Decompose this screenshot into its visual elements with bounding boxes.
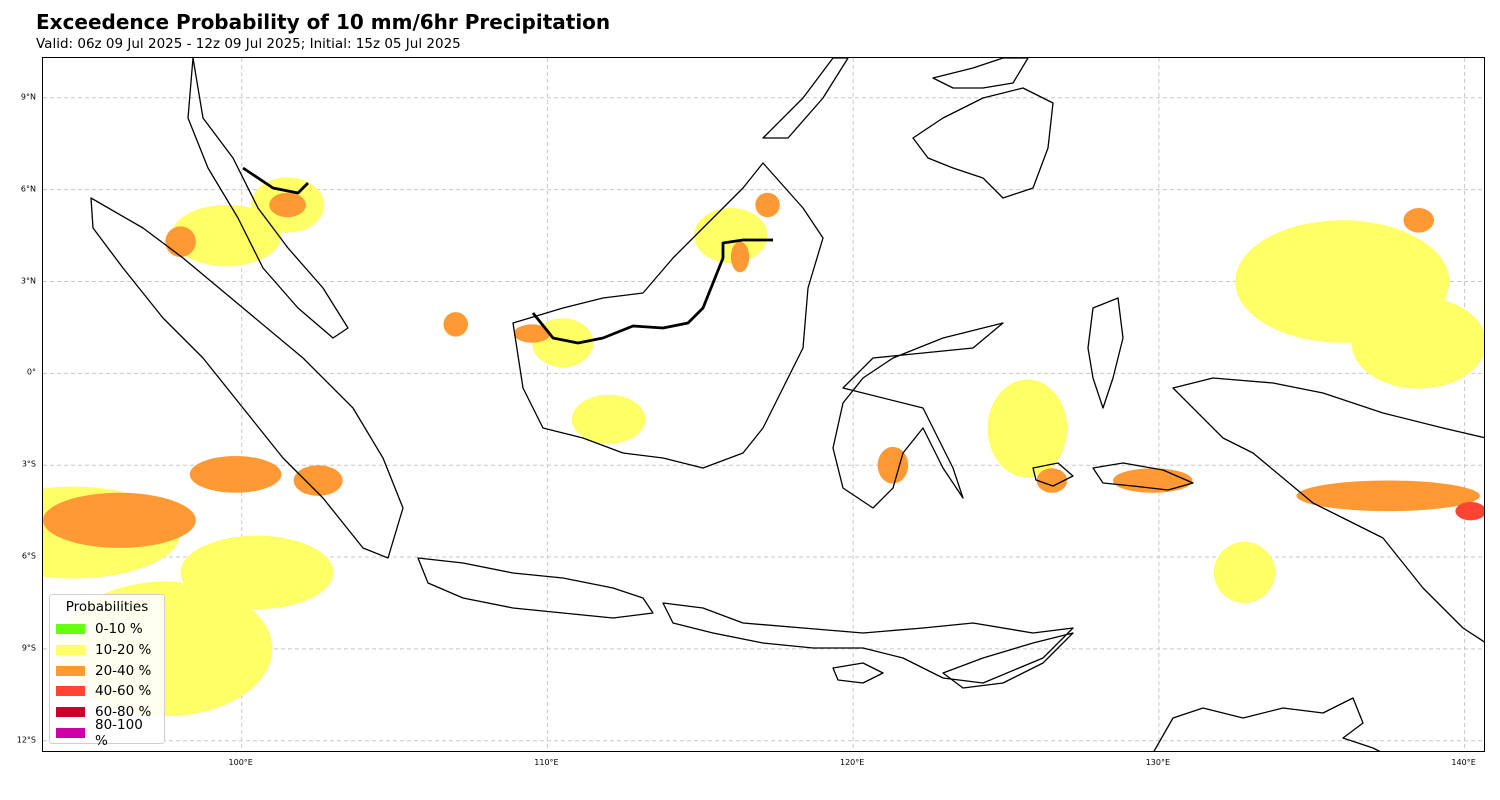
coastline-sumba (832, 662, 884, 684)
coastline-borneo (512, 162, 824, 469)
probability-area (1213, 541, 1276, 603)
border-borneo-malaysia-indonesia (531, 238, 773, 345)
coastline-java (417, 557, 654, 619)
coastline-halmahera (1087, 297, 1124, 409)
legend-swatch (56, 665, 85, 676)
probability-area (189, 456, 282, 493)
lat-tick-label: 0° (26, 367, 36, 377)
coastline-new-guinea (1172, 377, 1484, 643)
coastline-palawan (762, 58, 849, 139)
probability-area (694, 208, 768, 264)
probability-area (987, 379, 1068, 478)
border-thailand-malaysia (242, 166, 309, 195)
legend-swatch (56, 707, 85, 718)
legend-label: 60-80 % (95, 704, 152, 721)
lon-tick-label: 130°E (1145, 758, 1171, 767)
legend-item: 0-10 % (56, 619, 158, 640)
legend-label: 10-20 % (95, 642, 152, 659)
probability-area (1351, 296, 1484, 389)
precipitation-map (43, 58, 1484, 751)
lat-tick-label: 12°S (16, 735, 36, 745)
lat-tick-label: 6°N (20, 184, 36, 194)
coastline-buru (1032, 462, 1074, 487)
probability-area (571, 394, 646, 444)
legend-title: Probabilities (65, 599, 149, 615)
legend-label: 80-100 % (95, 716, 143, 749)
legend-swatch (56, 727, 85, 738)
legend-swatch (56, 645, 85, 656)
coastline-mindanao (912, 87, 1054, 199)
probability-area (165, 226, 196, 258)
national-borders (242, 166, 773, 345)
legend-label: 0-10 % (95, 621, 143, 638)
probability-area (269, 192, 306, 218)
coastline-northern-australia (1153, 697, 1381, 751)
legend-item: 10-20 % (56, 640, 158, 661)
probability-area (1296, 480, 1480, 512)
probability-area (180, 535, 334, 610)
lat-tick-label: 9°N (20, 92, 36, 102)
coastline-timor (942, 632, 1074, 689)
map-title: Exceedence Probability of 10 mm/6hr Prec… (36, 10, 611, 34)
probability-area (1036, 468, 1068, 493)
legend-label: 40-60 % (95, 683, 152, 700)
legend-item: 40-60 % (56, 681, 158, 702)
probability-area (1455, 501, 1484, 521)
lon-tick-label: 110°E (534, 758, 559, 767)
lat-tick-label: 3°S (21, 459, 36, 469)
coastline-malay-peninsula (187, 58, 349, 339)
lat-tick-label: 9°S (21, 643, 36, 653)
legend-swatch (56, 686, 85, 697)
legend-item: 20-40 % (56, 660, 158, 681)
map-subtitle: Valid: 06z 09 Jul 2025 - 12z 09 Jul 2025… (36, 36, 461, 52)
probability-area (443, 312, 468, 337)
legend-swatch (56, 624, 85, 635)
lon-tick-label: 140°E (1451, 758, 1476, 767)
graticule (43, 58, 1484, 751)
legend-item: 80-100 % (56, 717, 158, 749)
lat-tick-label: 3°N (20, 276, 36, 285)
lon-tick-label: 100°E (228, 758, 253, 767)
map-panel (42, 57, 1485, 752)
probability-area (293, 465, 343, 496)
probability-area (513, 324, 551, 343)
probability-area (730, 241, 750, 273)
coastline-visayas (932, 58, 1029, 89)
probability-legend: Probabilities 0-10 % 10-20 % 20-40 % 40-60 … (49, 594, 165, 749)
coastline-sumatra (90, 197, 404, 559)
probability-area (1113, 468, 1193, 493)
probability-area (43, 492, 196, 548)
legend-label: 20-40 % (95, 662, 152, 679)
probability-area (1403, 208, 1435, 233)
probability-area (877, 446, 909, 484)
lon-tick-label: 120°E (839, 758, 865, 767)
probability-field (43, 177, 1484, 717)
lat-tick-label: 6°S (21, 551, 36, 561)
legend-item: 60-80 % (56, 702, 158, 723)
coastlines (90, 58, 1484, 751)
probability-area (755, 192, 780, 218)
coastline-lesser-sunda (662, 602, 1074, 684)
coastline-seram (1092, 462, 1194, 491)
coastline-sulawesi (832, 322, 1004, 509)
